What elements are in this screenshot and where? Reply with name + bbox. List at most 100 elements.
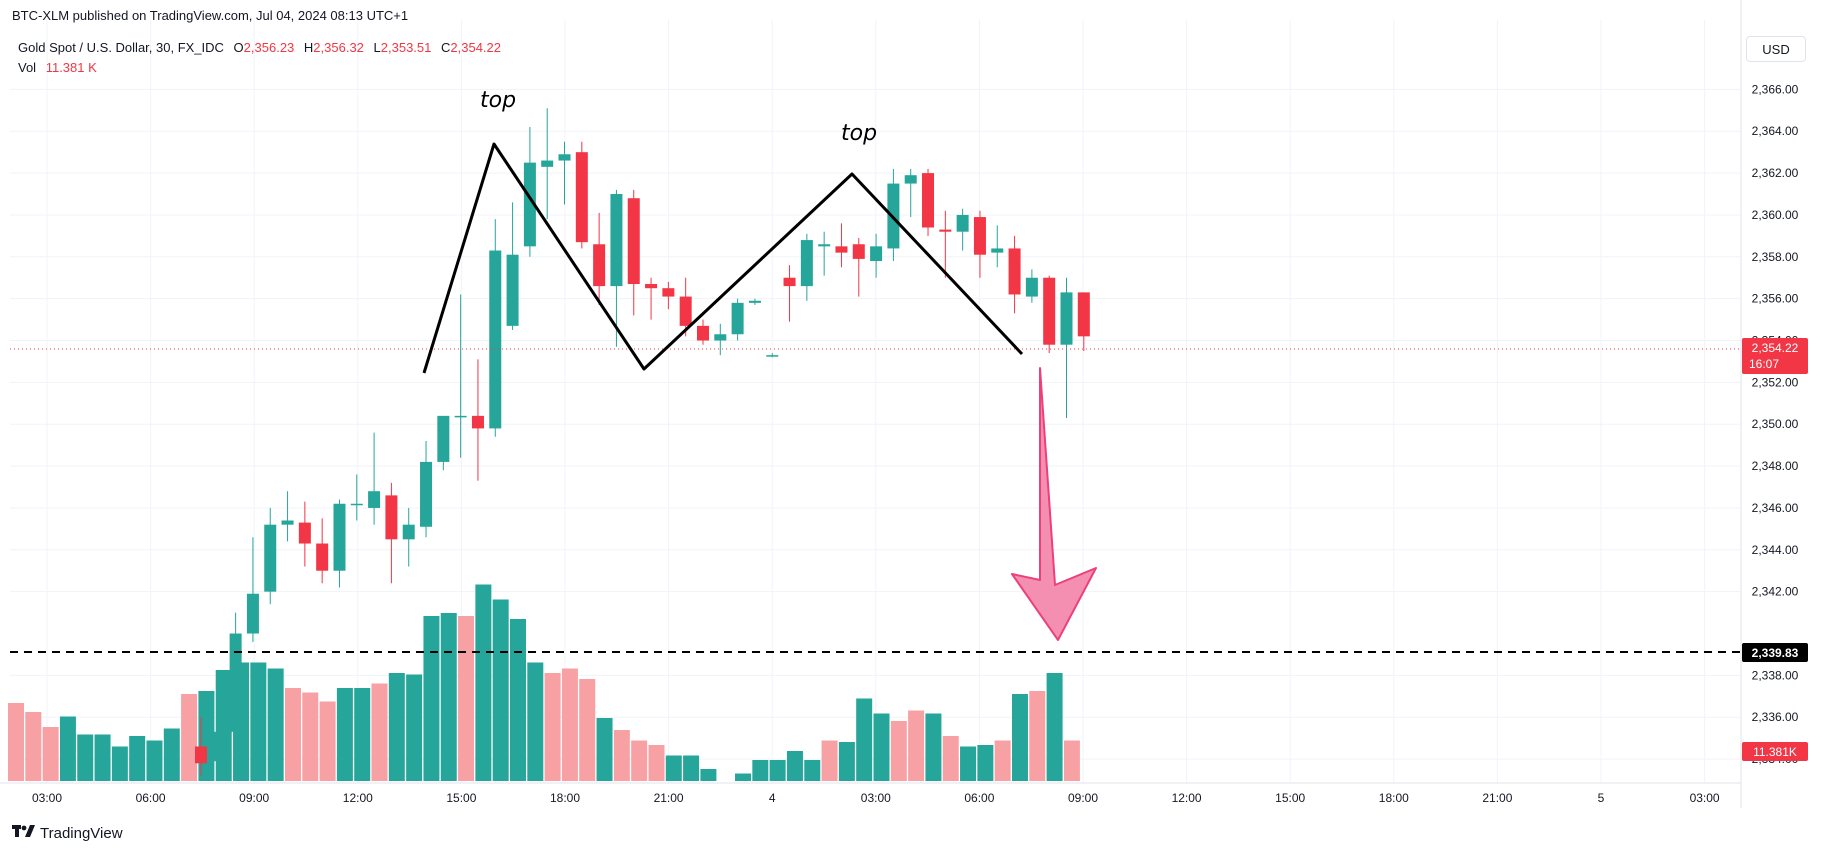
candle — [350, 474, 363, 521]
tradingview-brand[interactable]: TradingView — [12, 824, 123, 842]
candle-body — [1008, 248, 1021, 295]
volume-bar — [354, 688, 371, 781]
time-tick-label: 15:00 — [446, 791, 476, 805]
volume-bar — [579, 679, 596, 781]
candle-body — [246, 593, 259, 634]
candle — [956, 208, 969, 251]
tradingview-logo-icon — [12, 824, 36, 842]
price-tick-label: 2,348.00 — [1752, 459, 1799, 473]
symbol-legend: Gold Spot / U.S. Dollar, 30, FX_IDC O2,3… — [18, 38, 501, 78]
candle — [818, 231, 831, 276]
volume-bar — [856, 698, 873, 781]
candle-body — [766, 355, 779, 357]
currency-button[interactable]: USD — [1746, 36, 1806, 62]
candle — [523, 127, 536, 257]
svg-text:16:07: 16:07 — [1749, 357, 1779, 371]
candle — [195, 717, 207, 776]
volume-bar — [613, 730, 630, 781]
time-tick-label: 03:00 — [32, 791, 62, 805]
candle — [939, 210, 952, 278]
candle-body — [1077, 292, 1090, 337]
current-price-tag: 2,354.22 16:07 — [1742, 338, 1808, 374]
candle-body — [991, 248, 1004, 253]
time-tick-label: 06:00 — [136, 791, 166, 805]
volume-bar — [977, 745, 994, 781]
volume-bar — [42, 727, 59, 781]
candle — [385, 482, 398, 584]
time-tick-label: 03:00 — [1690, 791, 1720, 805]
candle — [558, 141, 571, 205]
volume-bar — [509, 619, 526, 781]
volume-bar — [700, 769, 717, 781]
candle — [212, 713, 225, 780]
price-axis: 2,366.00 2,364.00 2,362.00 2,360.00 2,358.00… — [1740, 0, 1799, 808]
time-tick-label: 03:00 — [861, 791, 891, 805]
candle-body — [783, 277, 796, 287]
candle-body — [316, 543, 329, 571]
candle-body — [195, 746, 207, 764]
volume-row: Vol 11.381 K — [18, 58, 501, 78]
volume-bar — [769, 760, 786, 781]
candle — [1060, 277, 1073, 418]
price-tick-label: 2,364.00 — [1752, 124, 1799, 138]
close-label: C — [441, 40, 451, 55]
volume-bar — [821, 740, 838, 781]
candle-body — [610, 194, 623, 287]
candle-body — [904, 175, 917, 184]
candle — [973, 210, 986, 278]
volume-bar — [1011, 694, 1028, 781]
candle-body — [368, 491, 381, 508]
candle — [541, 108, 554, 220]
price-tick-label: 2,336.00 — [1752, 710, 1799, 724]
candle — [316, 518, 329, 584]
price-tick-label: 2,346.00 — [1752, 501, 1799, 515]
candle-body — [437, 415, 450, 462]
time-tick-label: 21:00 — [654, 791, 684, 805]
candle — [783, 265, 796, 322]
volume-bar — [440, 613, 457, 781]
volume-bar — [492, 599, 509, 781]
candle — [454, 294, 467, 458]
open-label: O — [233, 40, 244, 55]
time-axis: 03:00 06:00 09:00 12:00 15:00 18:00 21:00 4 03:0… — [0, 782, 1741, 805]
candle — [575, 141, 588, 249]
volume-bar — [406, 674, 423, 781]
volume-bar — [129, 736, 146, 781]
candle-body — [956, 214, 969, 232]
volume-value: 11.381 K — [45, 60, 97, 75]
volume-bar — [873, 713, 890, 781]
candle-body — [402, 524, 415, 540]
candle — [593, 212, 606, 305]
volume-bar — [319, 701, 336, 781]
candle-body — [1025, 277, 1038, 297]
symbol-name: Gold Spot / U.S. Dollar, 30, FX_IDC — [18, 40, 224, 55]
time-tick-label: 09:00 — [239, 791, 269, 805]
time-tick-label: 06:00 — [964, 791, 994, 805]
volume-bar — [752, 760, 769, 781]
candle-body — [973, 217, 986, 255]
volume-bar — [146, 740, 163, 781]
candle — [766, 353, 779, 358]
volume-bar — [181, 694, 198, 781]
double-top-pattern — [422, 142, 1024, 374]
candle — [835, 223, 848, 268]
volume-bar — [735, 773, 752, 781]
candle-body — [922, 173, 935, 228]
candle-body — [281, 520, 294, 525]
candle — [298, 501, 311, 567]
candle-body — [731, 302, 744, 335]
candle — [696, 319, 709, 345]
candle — [748, 298, 761, 305]
candle-body — [229, 633, 242, 732]
price-tick-label: 2,338.00 — [1752, 668, 1799, 682]
volume-bar — [804, 760, 821, 781]
volume-bar — [908, 710, 925, 781]
candle-body — [1060, 292, 1073, 345]
volume-bars — [8, 584, 1080, 781]
time-tick-label: 5 — [1598, 791, 1605, 805]
candle — [368, 432, 381, 525]
candle-body — [645, 284, 658, 289]
price-tick-label: 2,358.00 — [1752, 250, 1799, 264]
volume-bar — [648, 745, 665, 781]
